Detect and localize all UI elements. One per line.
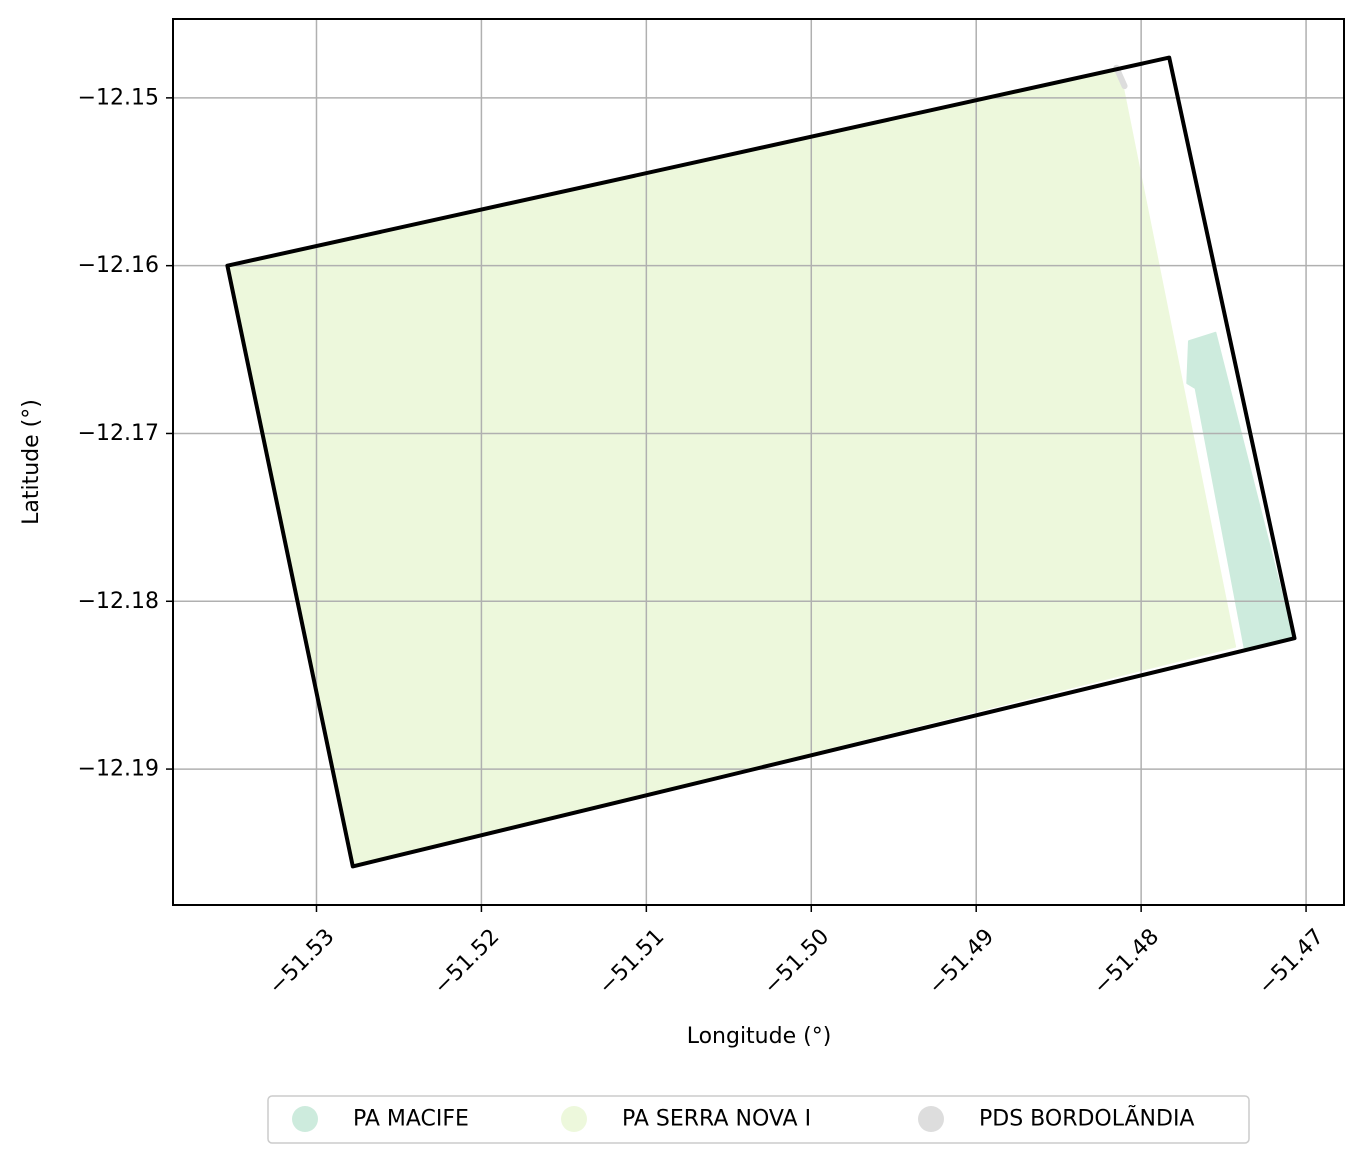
legend-box <box>267 1095 1250 1144</box>
y-tick-label: −12.15 <box>78 85 159 110</box>
y-tick-label: −12.18 <box>78 589 159 614</box>
x-axis: −51.53 −51.52 −51.51 −51.50 −51.49 −51.48 −51.… <box>264 905 1329 1000</box>
x-axis-label: Longitude (°) <box>687 1024 832 1049</box>
legend-item-pa-macife: PA MACIFE <box>292 1106 469 1132</box>
legend-item-pds-bordolandia: PDS BORDOLÃNDIA <box>918 1105 1194 1132</box>
study-area-boundary <box>225 55 1297 869</box>
y-tick-label: −12.19 <box>78 757 159 782</box>
y-tick-label: −12.16 <box>78 253 159 278</box>
legend-marker <box>918 1106 944 1132</box>
grid-layer <box>173 19 1344 905</box>
x-tick-label: −51.49 <box>924 924 999 999</box>
legend-label: PA MACIFE <box>353 1107 469 1132</box>
x-tick-label: −51.51 <box>594 924 669 999</box>
x-tick-label: −51.50 <box>759 924 834 999</box>
y-axis: −12.15 −12.16 −12.17 −12.18 −12.19 <box>78 85 173 782</box>
y-tick-label: −12.17 <box>78 421 159 446</box>
x-tick-label: −51.52 <box>429 924 504 999</box>
x-tick-label: −51.47 <box>1254 924 1329 999</box>
legend-label: PDS BORDOLÃNDIA <box>979 1105 1194 1132</box>
regions-layer <box>226 64 1294 868</box>
y-axis-label: Latitude (°) <box>19 399 44 525</box>
legend-item-pa-serra-nova-i: PA SERRA NOVA I <box>561 1106 811 1132</box>
x-tick-label: −51.48 <box>1089 924 1164 999</box>
boundary-layer <box>225 55 1297 869</box>
legend-marker <box>292 1106 318 1132</box>
region-pa-serra-nova-i <box>226 70 1237 868</box>
legend-label: PA SERRA NOVA I <box>622 1107 811 1132</box>
x-tick-label: −51.53 <box>264 924 339 999</box>
legend: PA MACIFE PA SERRA NOVA I PDS BORDOLÃNDIA <box>267 1095 1250 1144</box>
plot-frame <box>172 18 1345 906</box>
legend-marker <box>561 1106 587 1132</box>
